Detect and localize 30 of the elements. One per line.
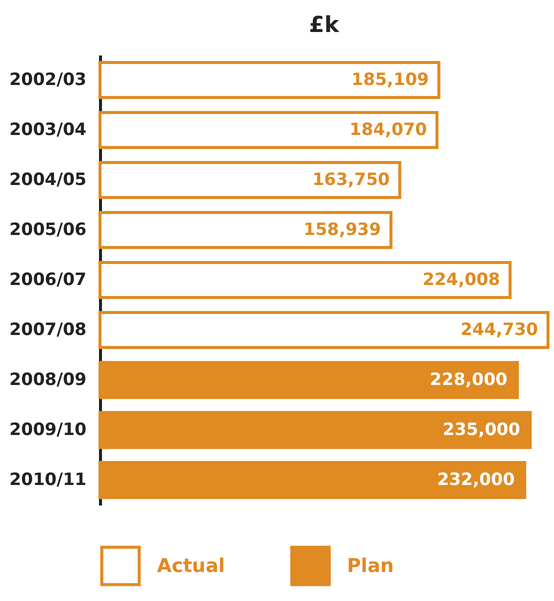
legend-label: Plan	[347, 554, 394, 577]
bar	[98, 111, 438, 149]
bar	[98, 61, 440, 99]
y-tick-label: 2010/11	[9, 470, 86, 490]
y-tick-label: 2008/09	[9, 370, 86, 390]
y-tick-label: 2009/10	[9, 420, 87, 440]
y-tick-label: 2007/08	[9, 320, 86, 340]
data-label: 244,730	[460, 320, 538, 340]
y-tick-label: 2003/04	[9, 120, 87, 140]
bar	[98, 261, 512, 299]
data-label: 232,000	[437, 470, 515, 490]
y-tick-label: 2005/06	[9, 220, 86, 240]
bar	[98, 161, 402, 199]
data-label: 224,008	[422, 270, 500, 290]
y-tick-label: 2004/05	[9, 170, 86, 190]
data-label: 235,000	[442, 420, 520, 440]
bar	[98, 461, 526, 499]
chart-title: £k	[309, 13, 340, 38]
data-label: 158,939	[304, 220, 381, 240]
legend-label: Actual	[157, 554, 225, 577]
bar	[98, 311, 550, 349]
data-label: 228,000	[430, 370, 508, 390]
y-tick-label: 2006/07	[9, 270, 86, 290]
bar	[98, 211, 392, 249]
data-label: 163,750	[312, 170, 390, 190]
bar	[98, 411, 532, 449]
bar	[98, 361, 519, 399]
data-label: 185,109	[351, 70, 429, 90]
data-label: 184,070	[350, 120, 428, 140]
y-tick-label: 2002/03	[9, 70, 86, 90]
